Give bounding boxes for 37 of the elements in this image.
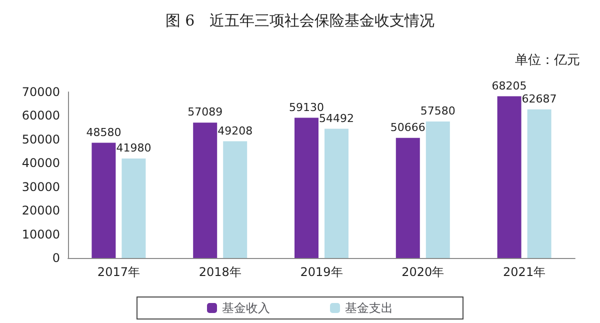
x-tick-label: 2020年 xyxy=(402,265,444,279)
bar xyxy=(426,121,450,258)
bar xyxy=(223,141,248,258)
y-tick-label: 40000 xyxy=(22,156,60,170)
y-tick-label: 30000 xyxy=(22,180,60,194)
data-label: 57089 xyxy=(188,106,223,119)
legend-label: 基金收入 xyxy=(222,301,270,315)
data-label: 50666 xyxy=(390,120,426,134)
x-tick-label: 2019年 xyxy=(300,265,343,279)
y-tick-label: 70000 xyxy=(22,85,60,99)
bar xyxy=(122,158,146,258)
y-tick-label: 20000 xyxy=(22,204,60,218)
bar xyxy=(324,128,348,258)
x-tick-label: 2018年 xyxy=(198,265,242,279)
bar xyxy=(527,109,552,258)
x-tick-label: 2017年 xyxy=(97,265,140,279)
data-label: 54492 xyxy=(319,112,354,125)
bar xyxy=(497,96,522,258)
bar xyxy=(396,138,420,258)
bar xyxy=(92,142,116,258)
y-tick-label: 10000 xyxy=(22,227,60,242)
data-label: 62687 xyxy=(522,92,557,106)
bar xyxy=(294,118,318,258)
data-label: 68205 xyxy=(492,79,527,92)
legend-label: 基金支出 xyxy=(345,301,393,315)
chart-title: 图 6 近五年三项社会保险基金收支情况 xyxy=(165,12,435,30)
data-label: 48580 xyxy=(86,126,122,139)
data-label: 59130 xyxy=(289,100,324,114)
y-tick-label: 60000 xyxy=(22,108,60,123)
data-label: 49208 xyxy=(218,124,253,138)
text: 单位：亿元 xyxy=(515,53,580,68)
x-tick-label: 2021年 xyxy=(503,265,546,279)
data-label: 57580 xyxy=(420,104,456,118)
y-tick-label: 0 xyxy=(52,251,60,265)
data-label: 41980 xyxy=(116,141,152,154)
y-tick-label: 50000 xyxy=(22,132,60,146)
bar xyxy=(193,122,218,258)
